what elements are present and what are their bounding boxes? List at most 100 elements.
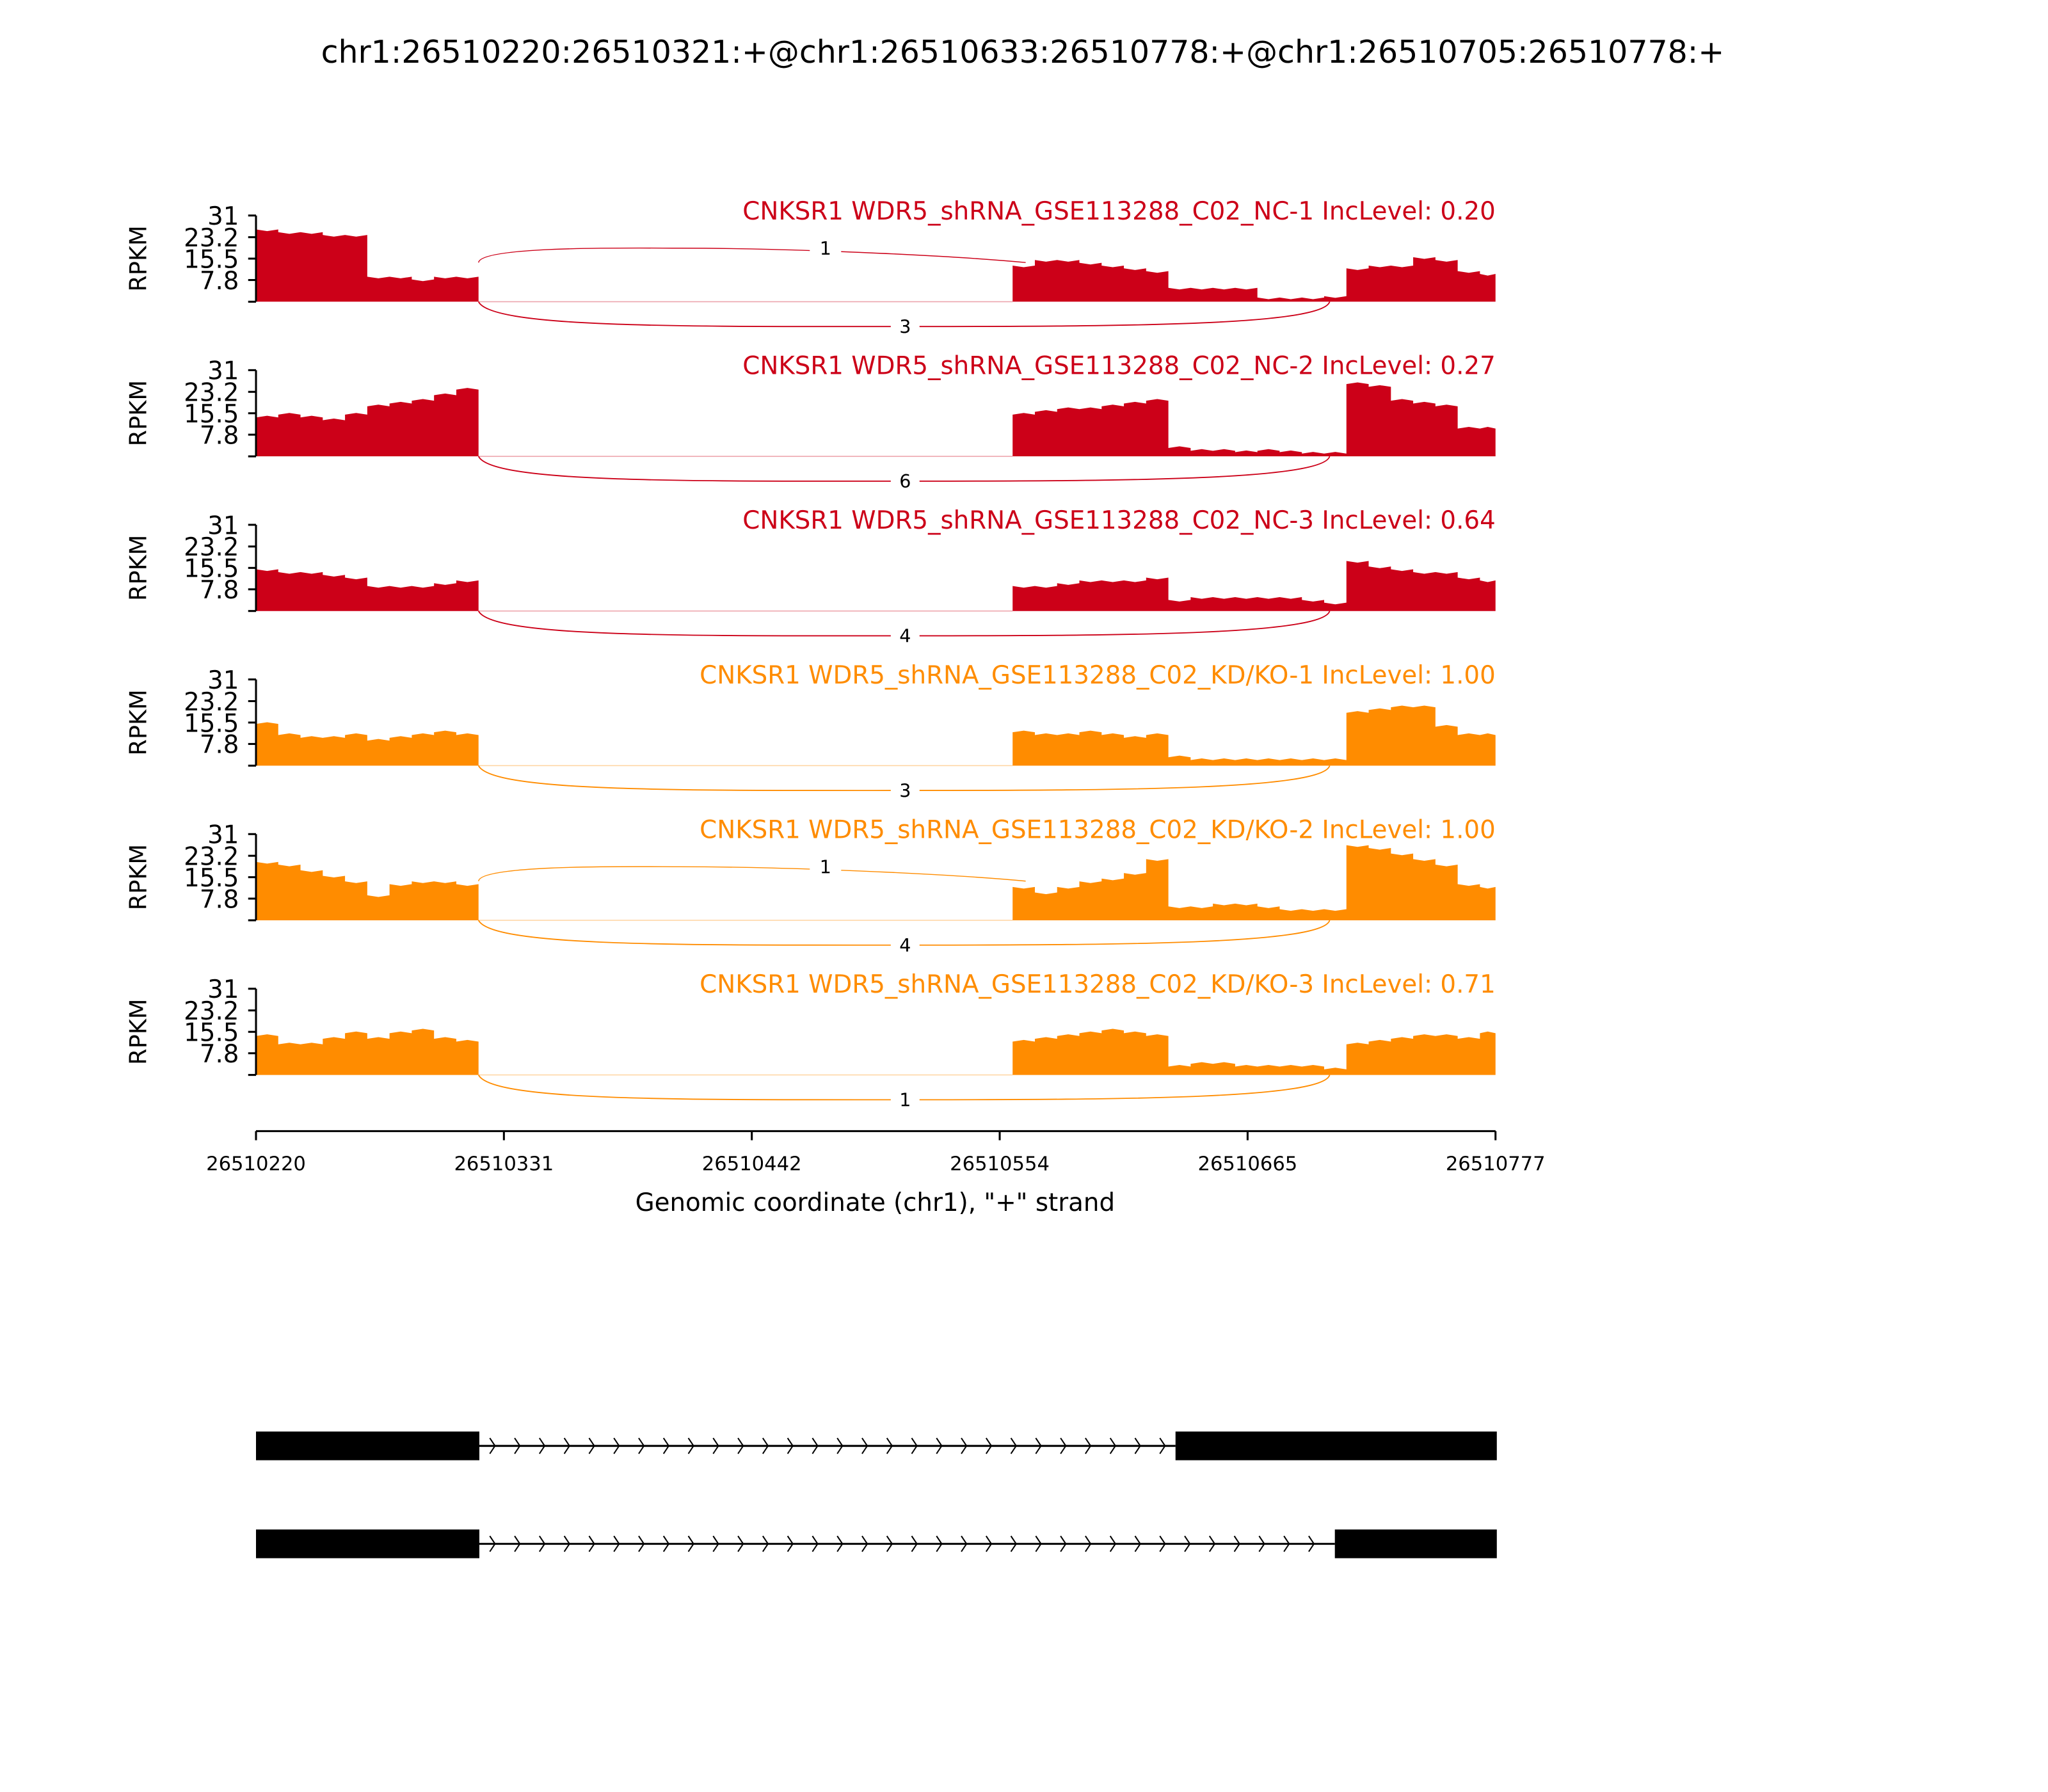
y-tick-label: 7.8 xyxy=(200,731,239,760)
strand-arrow-icon xyxy=(961,1535,968,1553)
coverage-area xyxy=(1012,561,1496,611)
coverage-area xyxy=(256,722,479,766)
track-label: CNKSR1 WDR5_shRNA_GSE113288_C02_NC-3 Inc… xyxy=(742,506,1495,535)
strand-arrow-icon xyxy=(662,1437,670,1454)
transcript-1 xyxy=(256,1431,1497,1460)
x-axis-label: Genomic coordinate (chr1), "+" strand xyxy=(636,1188,1116,1217)
y-tick-label: 23.2 xyxy=(184,533,239,562)
y-tick-label: 15.5 xyxy=(184,555,239,584)
y-tick-label: 23.2 xyxy=(184,379,239,408)
y-tick-label: 23.2 xyxy=(184,997,239,1026)
coverage-area xyxy=(256,569,479,611)
coverage-area xyxy=(256,388,479,457)
strand-arrow-icon xyxy=(1109,1535,1117,1553)
strand-arrow-icon xyxy=(1208,1535,1216,1553)
junction-count: 1 xyxy=(820,856,831,877)
strand-arrow-icon xyxy=(1159,1535,1166,1553)
strand-arrow-icon xyxy=(985,1437,993,1454)
coverage-area xyxy=(256,861,479,920)
strand-arrow-icon xyxy=(836,1437,844,1454)
coverage-area xyxy=(256,1028,479,1075)
strand-arrow-icon xyxy=(861,1535,868,1553)
track-label: CNKSR1 WDR5_shRNA_GSE113288_C02_KD/KO-1 … xyxy=(700,661,1496,690)
junction-label-bg xyxy=(890,624,920,648)
junction-count: 6 xyxy=(899,470,911,492)
y-tick-label: 7.8 xyxy=(200,576,239,605)
x-tick-label: 26510554 xyxy=(950,1153,1050,1176)
strand-arrow-icon xyxy=(1283,1535,1290,1553)
strand-arrow-icon xyxy=(886,1535,893,1553)
y-tick-label: 7.8 xyxy=(200,421,239,450)
strand-arrow-icon xyxy=(911,1437,918,1454)
strand-arrow-icon xyxy=(563,1535,571,1553)
strand-arrow-icon xyxy=(1308,1535,1315,1553)
strand-arrow-icon xyxy=(613,1437,620,1454)
y-tick-label: 7.8 xyxy=(200,267,239,296)
exon-block xyxy=(256,1431,479,1460)
strand-arrow-icon xyxy=(588,1535,595,1553)
strand-arrow-icon xyxy=(1010,1535,1017,1553)
y-axis-label: RPKM xyxy=(125,380,152,446)
strand-arrow-icon xyxy=(737,1437,744,1454)
y-tick-label: 31 xyxy=(207,821,239,850)
strand-arrow-icon xyxy=(936,1437,943,1454)
strand-arrow-icon xyxy=(1010,1437,1017,1454)
chart-title: chr1:26510220:26510321:+@chr1:26510633:2… xyxy=(321,34,1725,70)
track-label: CNKSR1 WDR5_shRNA_GSE113288_C02_KD/KO-2 … xyxy=(700,815,1496,844)
strand-arrow-icon xyxy=(836,1535,844,1553)
strand-arrow-icon xyxy=(662,1535,670,1553)
y-tick-label: 31 xyxy=(207,975,239,1004)
coverage-area xyxy=(256,229,479,302)
junction-label-bg xyxy=(890,469,920,493)
junction-label-bg xyxy=(890,778,920,803)
strand-arrow-icon xyxy=(687,1437,694,1454)
junction-count: 4 xyxy=(899,625,911,647)
y-tick-label: 23.2 xyxy=(184,842,239,871)
y-axis-label: RPKM xyxy=(125,535,152,601)
junction-label-bg xyxy=(890,1088,920,1112)
junction-arc xyxy=(478,247,1026,263)
strand-arrow-icon xyxy=(911,1535,918,1553)
track-label: CNKSR1 WDR5_shRNA_GSE113288_C02_NC-2 Inc… xyxy=(742,351,1495,380)
strand-arrow-icon xyxy=(1035,1437,1042,1454)
y-tick-label: 23.2 xyxy=(184,224,239,253)
y-axis-label: RPKM xyxy=(125,225,152,291)
strand-arrow-icon xyxy=(812,1437,819,1454)
strand-arrow-icon xyxy=(1159,1437,1166,1454)
strand-arrow-icon xyxy=(489,1535,496,1553)
junction-count: 1 xyxy=(820,237,831,259)
junction-count: 4 xyxy=(899,934,911,956)
strand-arrow-icon xyxy=(961,1437,968,1454)
strand-arrow-icon xyxy=(638,1437,645,1454)
junction-count: 1 xyxy=(899,1089,911,1111)
strand-arrow-icon xyxy=(1035,1535,1042,1553)
transcript-2 xyxy=(256,1529,1497,1558)
strand-arrow-icon xyxy=(563,1437,571,1454)
strand-arrow-icon xyxy=(787,1437,794,1454)
strand-arrow-icon xyxy=(514,1437,521,1454)
strand-arrow-icon xyxy=(936,1535,943,1553)
junction-label-bg xyxy=(890,933,920,957)
y-tick-label: 31 xyxy=(207,357,239,386)
strand-arrow-icon xyxy=(762,1437,769,1454)
junction-count: 3 xyxy=(899,316,911,337)
junction-count: 3 xyxy=(899,780,911,801)
strand-arrow-icon xyxy=(638,1535,645,1553)
strand-arrow-icon xyxy=(712,1437,719,1454)
x-tick-label: 26510777 xyxy=(1446,1153,1546,1176)
strand-arrow-icon xyxy=(1134,1535,1141,1553)
strand-arrow-icon xyxy=(539,1535,546,1553)
y-axis-label: RPKM xyxy=(125,999,152,1065)
y-tick-label: 15.5 xyxy=(184,709,239,738)
y-tick-label: 7.8 xyxy=(200,885,239,914)
y-axis-label: RPKM xyxy=(125,844,152,910)
strand-arrow-icon xyxy=(489,1437,496,1454)
track-label: CNKSR1 WDR5_shRNA_GSE113288_C02_KD/KO-3 … xyxy=(700,970,1496,999)
y-tick-label: 31 xyxy=(207,666,239,695)
strand-arrow-icon xyxy=(539,1437,546,1454)
